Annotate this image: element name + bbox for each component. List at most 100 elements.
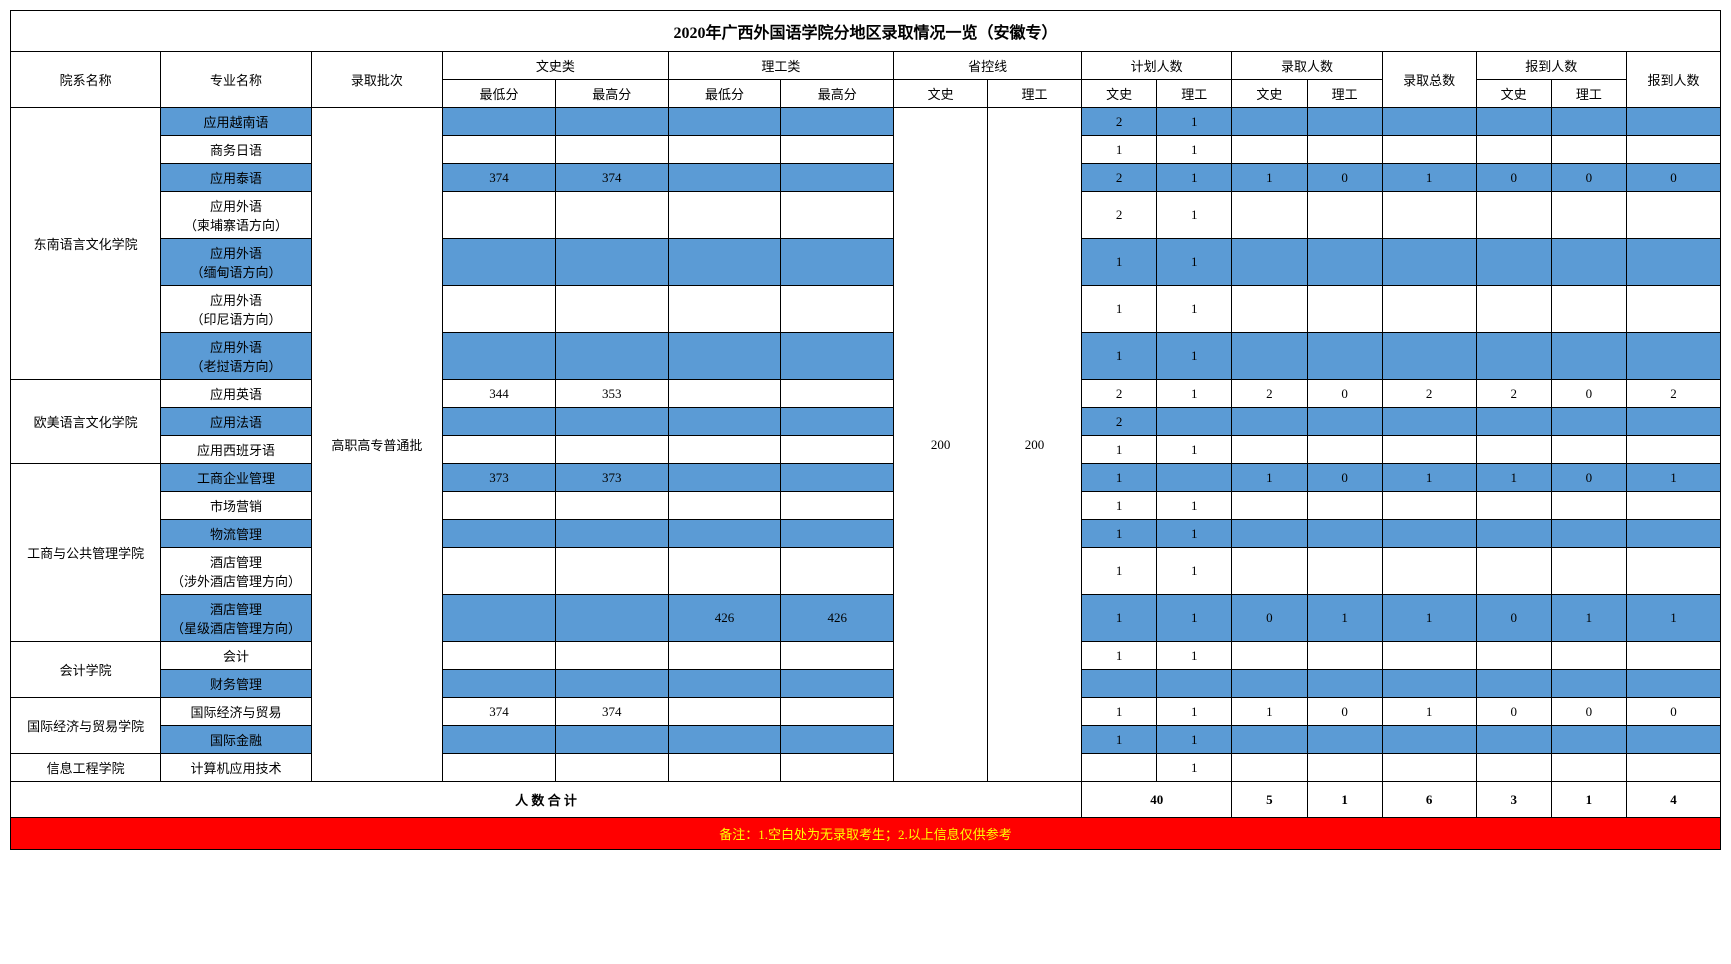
cell-wmin: 374 (443, 164, 556, 192)
cell-rws: 0 (1476, 698, 1551, 726)
cell-lmax (781, 408, 894, 436)
cell-lmin (668, 192, 781, 239)
major-cell: 市场营销 (161, 492, 311, 520)
cell-lmin (668, 726, 781, 754)
cell-pws: 1 (1082, 520, 1157, 548)
major-cell: 酒店管理 （涉外酒店管理方向） (161, 548, 311, 595)
cell-wmax (555, 670, 668, 698)
col-dept: 院系名称 (11, 52, 161, 108)
cell-rlg: 0 (1551, 380, 1626, 408)
cell-lmin (668, 380, 781, 408)
cell-rtot: 2 (1626, 380, 1720, 408)
cell-rlg: 1 (1551, 595, 1626, 642)
dept-cell: 会计学院 (11, 642, 161, 698)
cell-wmin (443, 108, 556, 136)
cell-lmax (781, 164, 894, 192)
cell-rlg (1551, 670, 1626, 698)
cell-lmin (668, 464, 781, 492)
cell-aws (1232, 670, 1307, 698)
cell-wmax (555, 726, 668, 754)
cell-atot (1382, 492, 1476, 520)
cell-aws (1232, 136, 1307, 164)
cell-pws: 1 (1082, 492, 1157, 520)
cell-wmax (555, 595, 668, 642)
major-cell: 国际经济与贸易 (161, 698, 311, 726)
cell-aws: 1 (1232, 698, 1307, 726)
cell-rlg (1551, 548, 1626, 595)
cell-rtot (1626, 520, 1720, 548)
cell-atot: 2 (1382, 380, 1476, 408)
control-ws: 200 (894, 108, 988, 782)
cell-alg (1307, 520, 1382, 548)
table-row: 应用法语2 (11, 408, 1721, 436)
total-plan: 40 (1082, 782, 1232, 818)
cell-alg (1307, 492, 1382, 520)
cell-plg (1157, 408, 1232, 436)
cell-aws (1232, 333, 1307, 380)
cell-lmin (668, 286, 781, 333)
cell-lmax (781, 192, 894, 239)
table-row: 酒店管理 （星级酒店管理方向）42642611011011 (11, 595, 1721, 642)
major-cell: 应用法语 (161, 408, 311, 436)
table-row: 应用外语 （老挝语方向）11 (11, 333, 1721, 380)
cell-atot (1382, 670, 1476, 698)
cell-aws (1232, 286, 1307, 333)
col-wenshi: 文史类 (443, 52, 668, 80)
major-cell: 国际金融 (161, 726, 311, 754)
cell-lmax (781, 464, 894, 492)
total-atot: 6 (1382, 782, 1476, 818)
cell-atot: 1 (1382, 164, 1476, 192)
cell-plg: 1 (1157, 136, 1232, 164)
cell-pws: 2 (1082, 164, 1157, 192)
cell-aws: 0 (1232, 595, 1307, 642)
cell-alg: 0 (1307, 380, 1382, 408)
cell-rtot (1626, 492, 1720, 520)
cell-aws (1232, 520, 1307, 548)
cell-wmin (443, 670, 556, 698)
cell-rlg (1551, 108, 1626, 136)
cell-rws (1476, 192, 1551, 239)
cell-rws: 0 (1476, 595, 1551, 642)
cell-wmax (555, 408, 668, 436)
cell-aws (1232, 192, 1307, 239)
cell-lmax (781, 520, 894, 548)
table-row: 国际经济与贸易学院国际经济与贸易37437411101000 (11, 698, 1721, 726)
cell-lmin (668, 492, 781, 520)
cell-aws (1232, 108, 1307, 136)
cell-pws (1082, 754, 1157, 782)
cell-plg: 1 (1157, 436, 1232, 464)
cell-lmax (781, 239, 894, 286)
cell-atot (1382, 642, 1476, 670)
table-row: 信息工程学院计算机应用技术1 (11, 754, 1721, 782)
cell-atot (1382, 108, 1476, 136)
cell-rtot (1626, 754, 1720, 782)
cell-rtot (1626, 286, 1720, 333)
cell-lmax (781, 380, 894, 408)
major-cell: 财务管理 (161, 670, 311, 698)
table-row: 财务管理 (11, 670, 1721, 698)
table-row: 工商与公共管理学院工商企业管理3733731101101 (11, 464, 1721, 492)
cell-rtot (1626, 108, 1720, 136)
cell-pws: 1 (1082, 698, 1157, 726)
cell-wmin (443, 286, 556, 333)
table-row: 市场营销11 (11, 492, 1721, 520)
cell-wmin (443, 548, 556, 595)
col-ligong: 理工类 (668, 52, 893, 80)
cell-wmax (555, 642, 668, 670)
cell-lmin (668, 164, 781, 192)
cell-wmax (555, 492, 668, 520)
col-report-total: 报到人数 (1626, 52, 1720, 108)
cell-atot: 1 (1382, 698, 1476, 726)
cell-wmin (443, 333, 556, 380)
cell-plg: 1 (1157, 108, 1232, 136)
footnote-text: 备注：1.空白处为无录取考生；2.以上信息仅供参考 (11, 818, 1721, 850)
cell-pws (1082, 670, 1157, 698)
col-report: 报到人数 (1476, 52, 1626, 80)
cell-rws (1476, 408, 1551, 436)
major-cell: 应用泰语 (161, 164, 311, 192)
major-cell: 物流管理 (161, 520, 311, 548)
cell-rlg (1551, 520, 1626, 548)
cell-lmax (781, 436, 894, 464)
cell-wmax (555, 108, 668, 136)
major-cell: 应用外语 （缅甸语方向） (161, 239, 311, 286)
